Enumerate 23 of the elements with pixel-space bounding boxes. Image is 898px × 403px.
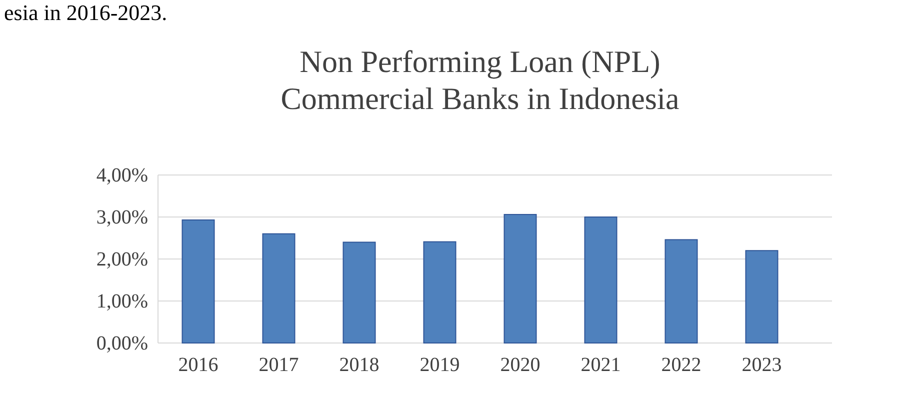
x-tick-label: 2023 xyxy=(742,354,782,376)
y-tick-label: 3,00% xyxy=(96,206,148,228)
chart-title: Non Performing Loan (NPL) Commercial Banks in Indonesia xyxy=(280,44,680,116)
x-tick-label: 2020 xyxy=(500,354,540,376)
y-tick-label: 2,00% xyxy=(96,248,148,270)
bar xyxy=(342,242,376,344)
y-tick-label: 4,00% xyxy=(96,164,148,186)
y-tick-label: 0,00% xyxy=(96,332,148,354)
x-tick-label: 2021 xyxy=(580,354,621,376)
x-tick-label: 2019 xyxy=(420,354,460,376)
x-tick-label: 2018 xyxy=(339,354,380,376)
x-tick-label: 2016 xyxy=(178,354,218,376)
text: esia in 2016-2023. xyxy=(4,0,168,25)
bar xyxy=(745,250,778,344)
x-tick-label: 2022 xyxy=(661,354,702,376)
y-tick-label: 1,00% xyxy=(96,290,148,312)
bar xyxy=(423,241,456,344)
bar xyxy=(182,219,215,344)
bar xyxy=(262,233,296,344)
bar xyxy=(504,214,537,344)
bar xyxy=(584,216,618,344)
x-tick-label: 2017 xyxy=(258,354,299,376)
bar xyxy=(664,239,698,344)
